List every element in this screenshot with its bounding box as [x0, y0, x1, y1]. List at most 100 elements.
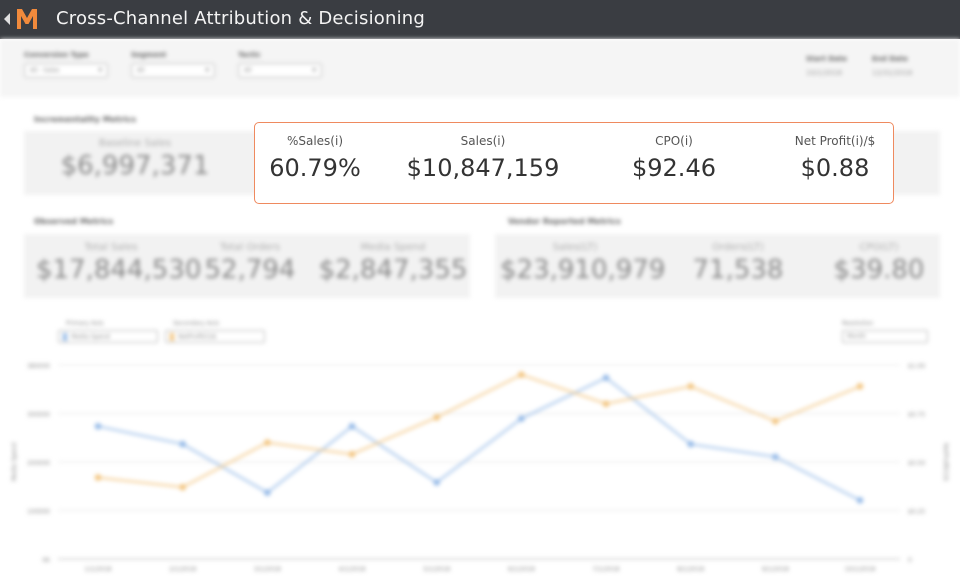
metric-value: 71,538: [692, 255, 784, 285]
metric-value: 60.79%: [269, 154, 361, 182]
y2-axis-label: NetProfit(i)/$: [942, 443, 949, 482]
metric-value: $10,847,159: [406, 154, 560, 182]
metric-value: $17,844,530: [36, 255, 202, 285]
data-point: [433, 414, 440, 421]
x-tick-label: 6/1/2018: [508, 566, 535, 573]
filter-conversion-type[interactable]: Conversion Type All - Sales: [24, 51, 108, 78]
metric-label: Sales(LT): [552, 242, 598, 253]
data-point: [602, 400, 610, 407]
x-tick-label: 10/1/2018: [845, 566, 876, 573]
metric-label: Total Sales: [84, 242, 138, 253]
data-point: [348, 423, 356, 430]
secondary-axis-control[interactable]: Secondary Axis NetProfit(i)/$: [165, 320, 265, 343]
data-point: [348, 451, 356, 458]
metric-label: Total Orders: [219, 242, 281, 253]
metric-value: $6,997,371: [60, 151, 210, 181]
vendor-title: Vendor Reported Metrics: [508, 217, 621, 226]
resolution-control[interactable]: Resolution Month: [842, 320, 928, 343]
start-date[interactable]: Start Date 10/1/2018: [806, 55, 847, 77]
data-point: [772, 453, 779, 461]
vendor-sales-metric: Sales(LT) $23,910,979: [500, 242, 666, 285]
metric-label: Orders(LT): [712, 242, 764, 253]
filter-select[interactable]: All: [131, 63, 215, 78]
y2-tick-label: $0.25: [908, 509, 925, 516]
metric-label: %Sales(i): [286, 134, 344, 148]
primary-axis-control[interactable]: Primary Axis Media Spend: [58, 320, 158, 343]
x-tick-label: 1/1/2018: [85, 566, 112, 573]
primary-axis-select[interactable]: Media Spend: [58, 330, 158, 343]
filter-select[interactable]: All - Sales: [24, 63, 108, 78]
cpo-i-metric: CPO(i) $92.46: [615, 134, 733, 182]
end-date[interactable]: End Date 12/31/2018: [872, 55, 912, 77]
x-tick-label: 7/1/2018: [593, 566, 620, 573]
x-tick-label: 9/1/2018: [762, 566, 789, 573]
data-point: [94, 474, 102, 481]
data-point: [179, 440, 186, 448]
secondary-axis-value: NetProfit(i)/$: [178, 333, 217, 341]
series-line: [97, 376, 861, 502]
vendor-cpo-metric: CPO(LT) $39.80: [820, 242, 938, 285]
series-line: [97, 373, 861, 489]
data-point: [772, 418, 779, 425]
incrementality-title: Incrementality Metrics: [34, 115, 137, 124]
metric-value: $92.46: [632, 154, 716, 182]
end-date-label: End Date: [872, 55, 908, 63]
media-spend-metric: Media Spend $2,847,355: [318, 242, 468, 285]
y-tick-label: 300000: [27, 412, 50, 419]
x-tick-label: 2/1/2018: [169, 566, 196, 573]
net-profit-i-metric: Net Profit(i)/$ $0.88: [773, 134, 897, 182]
total-orders-metric: Total Orders 52,794: [200, 242, 300, 285]
metric-label: CPO(i): [655, 134, 693, 148]
data-point: [602, 374, 610, 381]
x-tick-label: 4/1/2018: [339, 566, 366, 573]
swatch-icon: [63, 333, 67, 341]
metric-value: $39.80: [833, 255, 925, 285]
x-tick-label: 8/1/2018: [677, 566, 704, 573]
y-tick-label: 200000: [27, 460, 50, 467]
data-point: [687, 383, 694, 390]
metric-value: $23,910,979: [500, 255, 666, 285]
logo-icon: [14, 6, 40, 32]
data-point: [687, 440, 694, 448]
total-sales-metric: Total Sales $17,844,530: [36, 242, 202, 285]
secondary-axis-select[interactable]: NetProfit(i)/$: [165, 330, 265, 343]
data-point: [264, 489, 271, 496]
vendor-orders-metric: Orders(LT) 71,538: [688, 242, 788, 285]
metric-label: CPO(LT): [859, 242, 899, 253]
start-date-label: Start Date: [806, 55, 847, 63]
y2-tick-label: $1.00: [908, 363, 925, 370]
line-chart: 0K 0 100000 $0.25 200000 $0.50 300000 $0.75 3800…: [11, 363, 949, 573]
y-tick-label: 0K: [42, 557, 51, 564]
app-header: Cross-Channel Attribution & Decisioning: [0, 0, 960, 39]
data-point: [518, 415, 525, 422]
x-tick-label: 5/1/2018: [423, 566, 450, 573]
metric-label: Media Spend: [360, 242, 426, 253]
incremental-metrics-highlight: %Sales(i) 60.79% Sales(i) $10,847,159 CP…: [254, 122, 894, 204]
start-date-value[interactable]: 10/1/2018: [806, 69, 842, 77]
data-point: [179, 484, 186, 491]
data-point: [518, 371, 525, 378]
y-axis-label: Media Spend: [11, 442, 18, 481]
data-point: [264, 439, 271, 446]
sales-i-metric: Sales(i) $10,847,159: [395, 134, 571, 182]
primary-axis-value: Media Spend: [71, 333, 110, 341]
observed-panel: [24, 234, 470, 298]
metric-label: Net Profit(i)/$: [794, 134, 876, 148]
back-arrow-icon[interactable]: [4, 13, 10, 25]
filter-segment[interactable]: Segment All: [131, 51, 215, 78]
resolution-select[interactable]: Month: [842, 330, 928, 343]
filter-tactic[interactable]: Tactic All: [238, 51, 322, 78]
metric-label: Baseline Sales: [98, 138, 172, 149]
end-date-value[interactable]: 12/31/2018: [872, 69, 913, 77]
filter-bar: Conversion Type All - Sales Segment All …: [0, 39, 960, 97]
metric-value: 52,794: [204, 255, 296, 285]
y-tick-label: 380000: [27, 363, 50, 370]
data-point: [856, 497, 864, 504]
filter-select[interactable]: All: [238, 63, 322, 78]
vendor-panel: [495, 234, 940, 298]
filter-label: Conversion Type: [24, 51, 89, 59]
filter-label: Segment: [131, 51, 167, 59]
metric-value: $0.88: [800, 154, 870, 182]
x-tick-label: 3/1/2018: [254, 566, 281, 573]
filter-label: Tactic: [238, 51, 261, 59]
